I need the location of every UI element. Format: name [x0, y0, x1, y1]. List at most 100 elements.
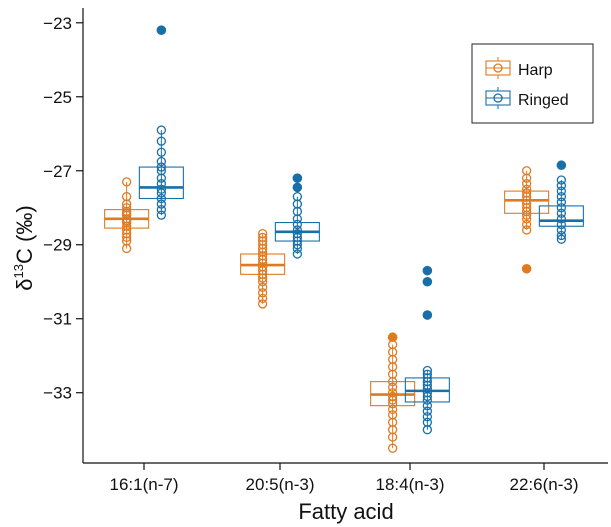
legend-key-ringed — [485, 87, 511, 109]
x-tick-label: 20:5(n-3) — [246, 475, 315, 494]
data-point — [156, 173, 167, 183]
data-point — [156, 184, 167, 194]
data-point — [156, 147, 167, 157]
data-point — [257, 293, 268, 304]
data-point — [387, 443, 398, 453]
data-point — [521, 210, 532, 220]
outlier-point — [422, 276, 433, 287]
y-tick-label: −31 — [43, 310, 72, 329]
legend-entry-harp: Harp — [485, 57, 553, 79]
data-point — [121, 243, 132, 254]
data-point — [156, 156, 167, 167]
data-point — [521, 219, 532, 230]
data-point — [156, 193, 167, 204]
data-point — [387, 376, 398, 387]
data-point — [156, 162, 167, 172]
legend-label-ringed: Ringed — [518, 92, 569, 109]
box-harp-2 — [370, 332, 416, 453]
data-point — [521, 214, 532, 224]
data-point — [292, 243, 303, 254]
data-point — [156, 188, 167, 198]
y-tick-label: −25 — [43, 88, 72, 107]
box-harp-1 — [240, 229, 286, 309]
x-axis-title: Fatty acid — [298, 499, 393, 524]
y-tick-label: −33 — [43, 384, 72, 403]
data-point — [292, 219, 303, 230]
legend: Harp Ringed — [471, 43, 594, 124]
outlier-point — [292, 182, 303, 193]
data-point — [556, 203, 567, 213]
data-point — [257, 288, 268, 298]
data-point — [156, 204, 167, 215]
data-point — [121, 232, 132, 242]
y-axis-title-rest: C (‰) — [12, 205, 37, 264]
data-point — [292, 214, 303, 224]
plot-area — [104, 25, 584, 453]
data-point — [556, 197, 567, 207]
data-point — [387, 432, 398, 442]
y-axis-title: δ13C (‰) — [11, 205, 37, 290]
x-tick-label: 16:1(n-7) — [110, 475, 179, 494]
data-point — [292, 249, 303, 259]
data-point — [257, 299, 268, 309]
box-ringed-2 — [404, 265, 450, 435]
box-harp-3 — [504, 166, 550, 274]
data-point — [422, 406, 433, 416]
data-point — [556, 180, 567, 191]
data-point — [387, 399, 398, 409]
y-tick-label: −29 — [43, 236, 72, 255]
outlier-point — [556, 160, 567, 171]
data-point — [156, 125, 167, 135]
box-iqr — [504, 190, 550, 214]
outlier-point — [387, 332, 398, 343]
data-point — [422, 395, 433, 405]
data-point — [556, 175, 567, 185]
y-axis-title-superscript: 13 — [11, 264, 26, 278]
outlier-point — [521, 263, 532, 274]
data-point — [387, 382, 398, 392]
data-point — [156, 199, 167, 209]
data-point — [156, 136, 167, 146]
legend-key-harp — [485, 57, 511, 79]
data-point — [292, 240, 303, 250]
box-ringed-1 — [274, 173, 320, 259]
outlier-point — [422, 265, 433, 276]
data-point — [556, 192, 567, 202]
data-point — [422, 412, 433, 422]
data-point — [521, 225, 532, 235]
data-point — [521, 173, 532, 183]
data-point — [556, 230, 567, 241]
y-tick-label: −27 — [43, 162, 72, 181]
box-harp-0 — [104, 177, 150, 254]
data-point — [556, 214, 567, 224]
data-point — [556, 208, 567, 218]
data-point — [556, 234, 567, 244]
outlier-point — [292, 173, 303, 183]
legend-frame — [471, 43, 594, 124]
box-ringed-0 — [138, 25, 184, 220]
data-point — [257, 273, 268, 283]
data-point — [556, 186, 567, 196]
data-point — [257, 277, 268, 287]
data-point — [387, 404, 398, 415]
data-point — [156, 210, 167, 220]
axes: −23 −25 −27 −29 −31 −33 16:1(n-7) 20:5(n-3) 18:4… — [43, 8, 608, 494]
x-tick-label: 18:4(n-3) — [376, 475, 445, 494]
data-point — [387, 395, 398, 405]
legend-label-harp: Harp — [518, 62, 553, 79]
data-point — [556, 225, 567, 235]
legend-entry-ringed: Ringed — [485, 87, 569, 109]
y-tick-label: −23 — [43, 14, 72, 33]
data-point — [257, 282, 268, 292]
data-point — [121, 177, 132, 187]
data-point — [521, 179, 532, 189]
box-ringed-3 — [538, 160, 584, 244]
outlier-point — [422, 310, 433, 320]
y-axis-title-symbol: δ — [12, 278, 37, 290]
x-tick-label: 22:6(n-3) — [510, 475, 579, 494]
data-point — [422, 425, 433, 435]
data-point — [422, 391, 433, 402]
data-point — [422, 401, 433, 411]
outlier-point — [156, 25, 167, 35]
